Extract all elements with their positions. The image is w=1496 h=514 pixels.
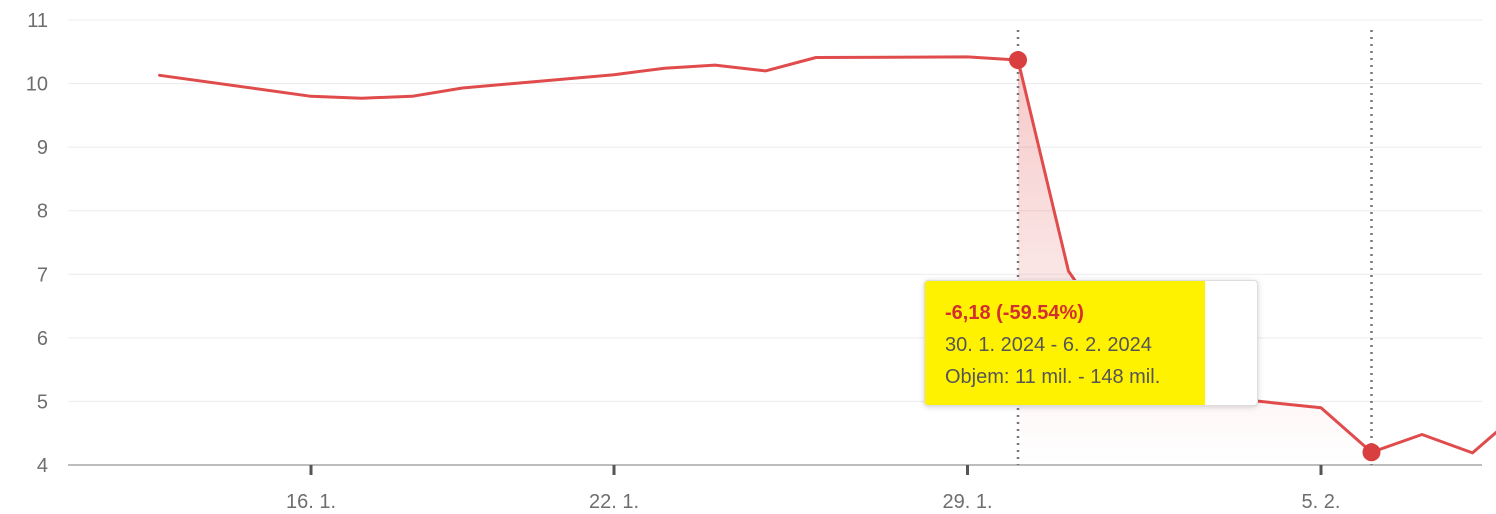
tooltip-date-range: 30. 1. 2024 - 6. 2. 2024 <box>945 334 1152 356</box>
x-tick-label: 22. 1. <box>589 491 639 513</box>
highlighted-points <box>1009 51 1381 462</box>
price-line <box>158 55 1496 455</box>
y-tick-label: 5 <box>37 391 48 413</box>
tooltip-highlight <box>925 281 1205 405</box>
range-markers <box>1016 30 1373 465</box>
range-tooltip: -6,18 (-59.54%) 30. 1. 2024 - 6. 2. 2024… <box>924 280 1258 406</box>
y-tick-label: 10 <box>26 74 48 96</box>
y-tick-label: 4 <box>37 455 48 477</box>
y-tick-label: 9 <box>37 137 48 159</box>
highlighted-point <box>1362 443 1381 462</box>
gridlines <box>68 19 1482 402</box>
y-tick-label: 6 <box>37 328 48 350</box>
x-axis: 16. 1. 22. 1. 29. 1. 5. 2. <box>68 464 1482 513</box>
highlighted-point <box>1009 51 1027 70</box>
y-tick-label: 7 <box>37 264 48 286</box>
x-tick-label: 29. 1. <box>942 491 992 513</box>
x-tick-label: 16. 1. <box>286 491 336 513</box>
tooltip-volume: Objem: 11 mil. - 148 mil. <box>945 366 1161 388</box>
y-axis-labels: 4 5 6 7 8 9 10 11 <box>26 10 48 477</box>
y-tick-label: 11 <box>27 10 48 32</box>
y-tick-label: 8 <box>37 201 48 223</box>
tooltip-change: -6,18 (-59.54%) <box>945 302 1084 324</box>
x-tick-label: 5. 2. <box>1302 491 1341 513</box>
